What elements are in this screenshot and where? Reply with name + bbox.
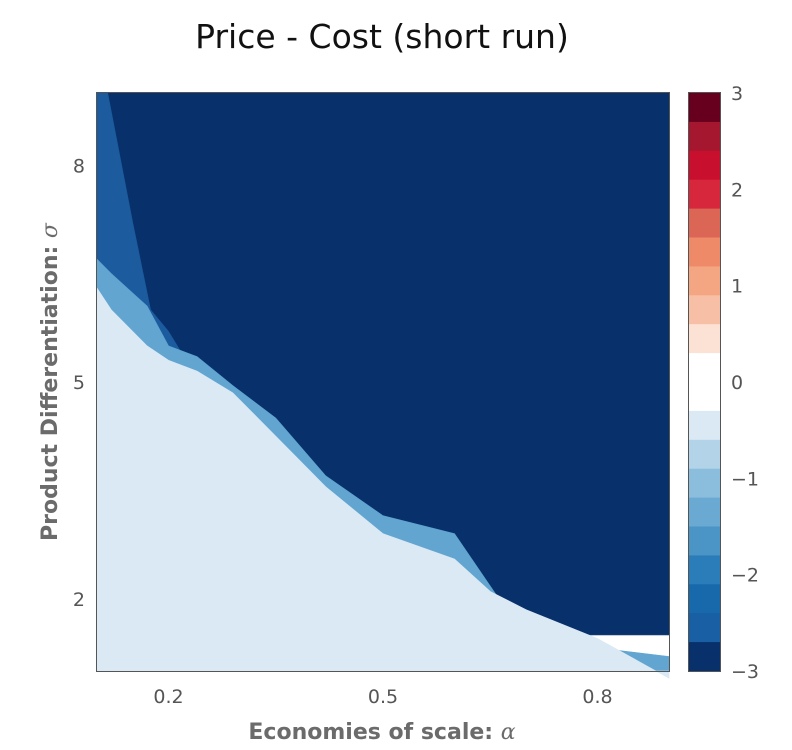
colorbar-swatch — [689, 642, 720, 672]
colorbar-ticks: 3 2 1 0 −1 −2 −3 — [731, 83, 759, 683]
colorbar-tick-label: 2 — [731, 179, 743, 201]
colorbar-swatch — [689, 324, 720, 354]
colorbar-swatch — [689, 410, 720, 441]
colorbar-swatch — [689, 266, 720, 296]
x-tick-label: 0.2 — [153, 686, 183, 708]
chart-title: Price - Cost (short run) — [195, 17, 569, 56]
colorbar-swatch — [689, 237, 720, 267]
colorbar-tick-label: 1 — [731, 276, 743, 298]
colorbar-swatch — [689, 121, 720, 152]
colorbar-frame — [688, 92, 721, 672]
y-axis: 2 5 8 — [73, 155, 85, 611]
colorbar-swatch — [689, 93, 720, 123]
x-tick-label: 0.5 — [368, 686, 398, 708]
colorbar-swatch — [689, 468, 720, 499]
colorbar-tick-label: 3 — [731, 83, 743, 105]
colorbar-tick-label: −1 — [731, 468, 759, 490]
plot-frame — [96, 92, 670, 672]
colorbar-tick-label: 0 — [731, 372, 743, 394]
y-tick-label: 5 — [73, 372, 85, 394]
x-axis-label: Economies of scale: α — [248, 720, 515, 745]
colorbar — [689, 93, 720, 672]
x-axis: 0.2 0.5 0.8 — [153, 686, 612, 708]
colorbar-swatch — [689, 353, 720, 383]
colorbar-swatch — [689, 179, 720, 210]
colorbar-swatch — [689, 439, 720, 470]
colorbar-swatch — [689, 295, 720, 325]
colorbar-swatch — [689, 497, 720, 528]
y-tick-label: 2 — [73, 589, 85, 611]
x-tick-label: 0.8 — [582, 686, 612, 708]
colorbar-swatch — [689, 382, 720, 412]
colorbar-tick-label: −3 — [731, 661, 759, 683]
colorbar-swatch — [689, 208, 720, 239]
y-tick-label: 8 — [73, 155, 85, 177]
contour-region-3 — [96, 287, 670, 679]
colorbar-swatch — [689, 613, 720, 643]
y-axis-label: Product Differentiation: σ — [38, 222, 63, 541]
colorbar-swatch — [689, 150, 720, 181]
colorbar-swatch — [689, 555, 720, 585]
plot-area — [96, 92, 670, 679]
colorbar-swatch — [689, 526, 720, 556]
colorbar-tick-label: −2 — [731, 565, 759, 587]
colorbar-swatch — [689, 584, 720, 614]
